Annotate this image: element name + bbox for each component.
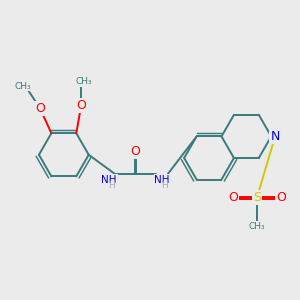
Text: H: H xyxy=(161,181,168,190)
Text: O: O xyxy=(228,191,238,204)
Text: O: O xyxy=(131,145,141,158)
Text: O: O xyxy=(276,191,286,204)
Text: CH₃: CH₃ xyxy=(249,222,265,231)
Text: S: S xyxy=(253,191,261,204)
Text: H: H xyxy=(108,181,115,190)
Text: O: O xyxy=(35,102,45,115)
Text: CH₃: CH₃ xyxy=(14,82,31,91)
Text: NH: NH xyxy=(154,175,170,185)
Text: O: O xyxy=(76,100,86,112)
Text: CH₃: CH₃ xyxy=(76,77,93,86)
Text: N: N xyxy=(270,130,280,143)
Text: NH: NH xyxy=(101,175,117,185)
